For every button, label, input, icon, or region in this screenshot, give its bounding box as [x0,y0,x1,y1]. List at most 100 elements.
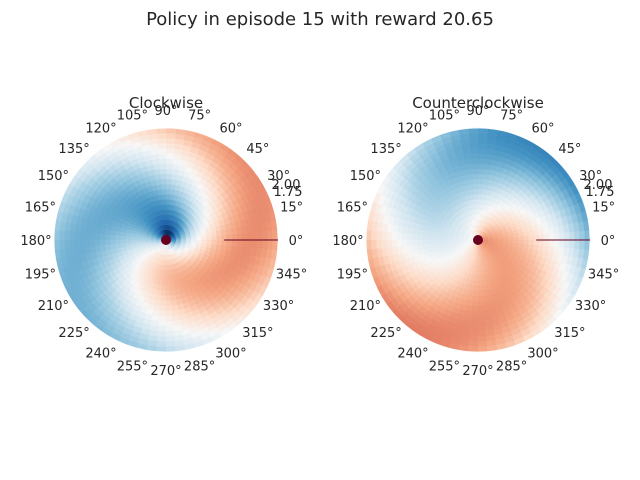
theta-tick-label: 15° [592,200,615,215]
heatmap-cell [421,239,428,246]
heatmap-cell [584,239,591,250]
heatmap-cell [156,289,162,297]
heatmap-cell [226,239,233,246]
heatmap-cell [370,230,377,241]
theta-tick-label: 330° [575,299,606,314]
heatmap-cell [477,148,487,154]
heatmap-cell [472,290,479,297]
heatmap-cell [58,230,65,241]
theta-tick-label: 345° [276,268,307,283]
heatmap-cell [468,289,474,297]
center-marker-clockwise [161,235,171,245]
theta-tick-label: 165° [25,200,56,215]
heatmap-cell [215,244,223,250]
heatmap-cell [181,239,187,242]
heatmap-cell [89,233,96,241]
heatmap-cell [165,346,176,353]
heatmap-cell [165,188,171,195]
heatmap-cell [163,260,167,266]
heatmap-cell [262,239,269,250]
heatmap-cell [469,143,479,149]
heatmap-cell [246,239,253,248]
heatmap-cell [477,315,486,322]
heatmap-cell [191,239,197,243]
heatmap-cell [161,285,167,292]
heatmap-cell [553,239,560,248]
heatmap-cell [165,158,174,165]
heatmap-cell [532,244,540,251]
radial-tick-label: 2.00 [272,178,301,193]
heatmap-cell [468,284,475,291]
theta-tick-label: 135° [370,142,401,157]
heatmap-cell [477,290,484,297]
heatmap-cell [156,137,167,144]
heatmap-cell [120,231,127,237]
heatmap-cell [406,239,413,247]
heatmap-cell [79,232,86,241]
heatmap-cell [469,326,479,332]
heatmap-cell [165,305,173,312]
heatmap-cell [476,255,479,261]
heatmap-cell [157,331,167,337]
heatmap-cell [119,239,126,245]
heatmap-cell [157,143,167,149]
heatmap-cell [156,336,167,343]
heatmap-cell [481,189,488,196]
heatmap-cell [216,234,223,241]
theta-tick-label: 120° [85,121,116,136]
heatmap-cell [527,244,535,250]
heatmap-cell [161,280,167,287]
heatmap-cell [401,233,408,241]
heatmap-cell [168,199,174,206]
heatmap-cell [584,230,591,241]
heatmap-cell [169,189,176,196]
heatmap-cell [579,230,586,241]
heatmap-cell [63,239,70,250]
heatmap-cell [471,163,479,170]
heatmap-cell [574,239,581,250]
heatmap-cell [161,188,167,195]
heatmap-cell [533,234,540,241]
heatmap-cell [457,238,463,241]
heatmap-cell [522,243,529,250]
heatmap-cell [236,239,243,247]
heatmap-cell [411,239,418,246]
theta-tick-label: 285° [184,360,215,375]
heatmap-cell [375,239,382,250]
heatmap-cell [477,143,487,149]
radial-tick-labels-clockwise: 2.001.75 [272,178,303,200]
heatmap-cell [165,209,169,215]
theta-tick-label: 210° [38,299,69,314]
heatmap-cell [477,178,484,185]
heatmap-cell [221,234,228,241]
heatmap-cell [130,236,136,241]
heatmap-cell [473,280,479,287]
theta-tick-label: 150° [38,169,69,184]
heatmap-cell [477,326,487,332]
heatmap-cell [114,235,121,241]
heatmap-cell [553,232,560,241]
heatmap-cell [431,239,438,245]
heatmap-cell [468,346,479,353]
heatmap-cell [411,228,419,235]
heatmap-cell [477,183,484,190]
heatmap-cell [469,148,479,154]
heatmap-cell [99,234,106,241]
heatmap-cell [89,239,96,247]
heatmap-cell [472,300,479,307]
heatmap-cell [200,242,207,248]
heatmap-cell [158,315,167,322]
heatmap-cell [477,300,484,307]
heatmap-cell [477,173,484,180]
heatmap-cell [416,239,423,246]
heatmap-cell [471,310,479,317]
heatmap-wedges-clockwise [53,127,279,353]
heatmap-cell [221,239,228,246]
heatmap-cell [473,285,479,292]
heatmap-cell [140,237,146,241]
heatmap-cell [493,239,499,242]
heatmap-cell [474,270,479,276]
heatmap-cell [513,239,519,244]
theta-tick-label: 60° [219,121,242,136]
heatmap-cell [104,229,112,236]
